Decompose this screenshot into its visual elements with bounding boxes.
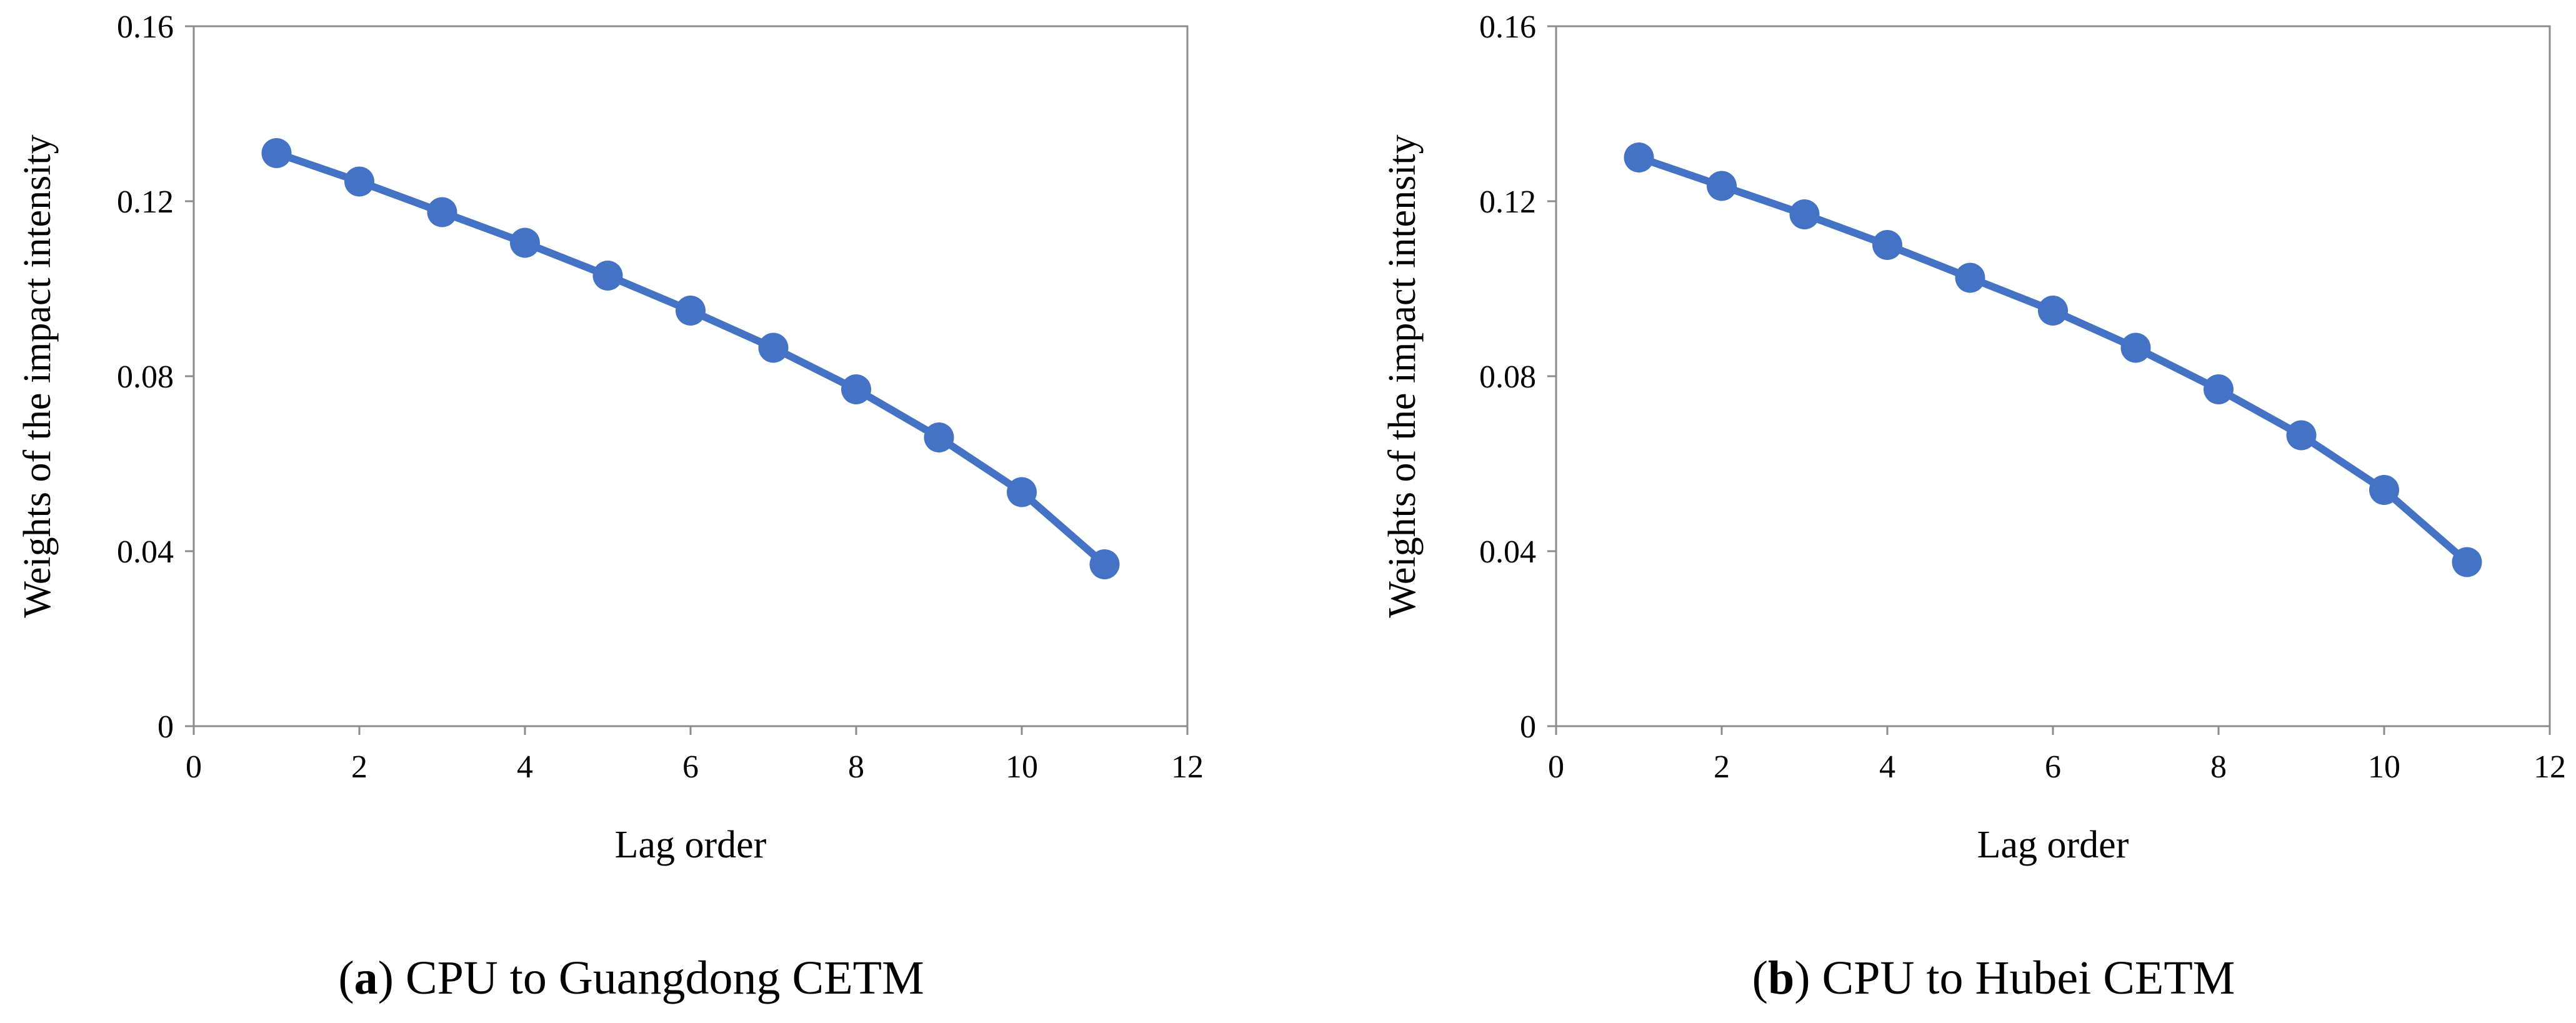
y-axis-title: Weights of the impact intensity: [1381, 134, 1424, 617]
data-point: [1872, 230, 1902, 260]
data-point: [676, 296, 706, 326]
data-point: [2038, 296, 2068, 326]
x-tick-label: 8: [848, 749, 864, 785]
x-tick-label: 2: [351, 749, 367, 785]
data-point: [841, 374, 871, 404]
caption-letter: b: [1768, 952, 1794, 1004]
data-point: [2369, 475, 2399, 505]
plot-area: [192, 25, 1189, 727]
x-tick-label: 12: [2534, 749, 2566, 785]
data-point: [2120, 332, 2151, 363]
y-tick-label: 0.08: [1479, 359, 1536, 395]
caption-paren-close: ): [378, 952, 406, 1004]
caption-paren-close: ): [1794, 952, 1822, 1004]
plot-area: [1555, 25, 2551, 727]
panel-caption: (b) CPU to Hubei CETM: [1752, 952, 2235, 1004]
chart-panel-a: 0 0.04 0.08 0.12 0.16 0 2 4 6 8 10 12 Lag order Weigh…: [16, 9, 1204, 1004]
x-tick-label: 6: [2045, 749, 2061, 785]
data-point: [1624, 142, 1654, 172]
x-tick-label: 10: [1006, 749, 1038, 785]
chart-panel-b: 0 0.04 0.08 0.12 0.16 0 2 4 6 8 10 12 Lag order Weigh…: [1381, 9, 2566, 1004]
x-tick-label: 6: [682, 749, 699, 785]
series-line-0: [1635, 154, 2471, 566]
x-tick-label: 4: [1879, 749, 1895, 785]
x-tick-label: 12: [1171, 749, 1204, 785]
data-point: [427, 197, 457, 227]
y-tick-label: 0.16: [1479, 9, 1536, 45]
data-point: [758, 332, 789, 363]
caption-text: CPU to Guangdong CETM: [406, 952, 924, 1004]
data-point: [344, 166, 374, 197]
y-tick-label: 0: [1520, 709, 1536, 745]
caption-paren-open: (: [338, 952, 354, 1004]
y-tick-label: 0: [157, 709, 174, 745]
data-point: [592, 261, 623, 291]
data-point: [510, 227, 540, 258]
y-tick-label: 0.16: [117, 9, 174, 45]
x-tick-label: 10: [2368, 749, 2400, 785]
data-point: [1789, 199, 1820, 229]
data-point: [1707, 171, 1737, 201]
x-axis-title: Lag order: [1977, 824, 2129, 866]
y-tick-label: 0.12: [1479, 184, 1536, 220]
series-line-0: [272, 149, 1109, 568]
x-tick-label: 8: [2210, 749, 2227, 785]
data-point: [261, 138, 292, 168]
data-point: [2204, 374, 2234, 404]
y-tick-label: 0.08: [117, 359, 174, 395]
data-point: [2286, 420, 2317, 451]
x-tick-label: 4: [517, 749, 533, 785]
y-tick-label: 0.04: [1479, 534, 1536, 570]
x-tick-label: 0: [1548, 749, 1564, 785]
caption-text: CPU to Hubei CETM: [1822, 952, 2235, 1004]
data-point: [924, 422, 954, 452]
x-tick-label: 2: [1714, 749, 1730, 785]
data-point: [2452, 547, 2482, 577]
x-tick-label: 0: [186, 749, 202, 785]
caption-letter: a: [354, 952, 378, 1004]
y-axis-title: Weights of the impact intensity: [16, 134, 59, 617]
panel-caption: (a) CPU to Guangdong CETM: [338, 952, 924, 1004]
caption-paren-open: (: [1752, 952, 1768, 1004]
data-point: [1007, 477, 1037, 507]
y-tick-label: 0.12: [117, 184, 174, 220]
x-axis-title: Lag order: [615, 824, 767, 866]
y-tick-label: 0.04: [117, 534, 174, 570]
data-point: [1089, 549, 1120, 579]
data-point: [1955, 262, 1985, 293]
